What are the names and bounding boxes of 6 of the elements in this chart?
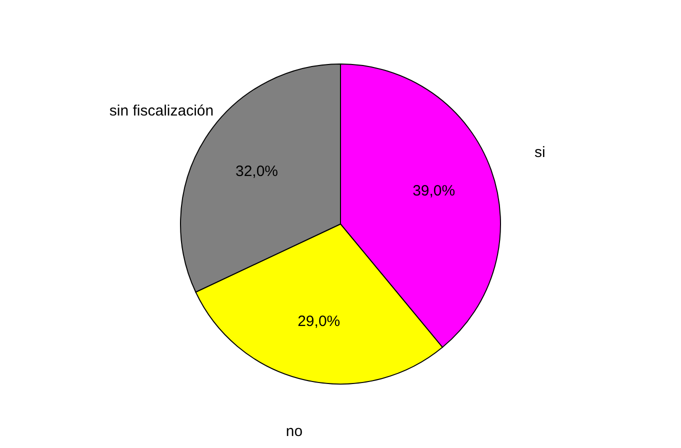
data-label: 29,0%: [298, 312, 340, 330]
data-label: 32,0%: [235, 162, 278, 180]
slice-label: sin fiscalización: [109, 102, 214, 120]
data-label: 39,0%: [412, 182, 456, 200]
slice-label: no: [286, 422, 303, 440]
slice-label: si: [534, 144, 546, 162]
